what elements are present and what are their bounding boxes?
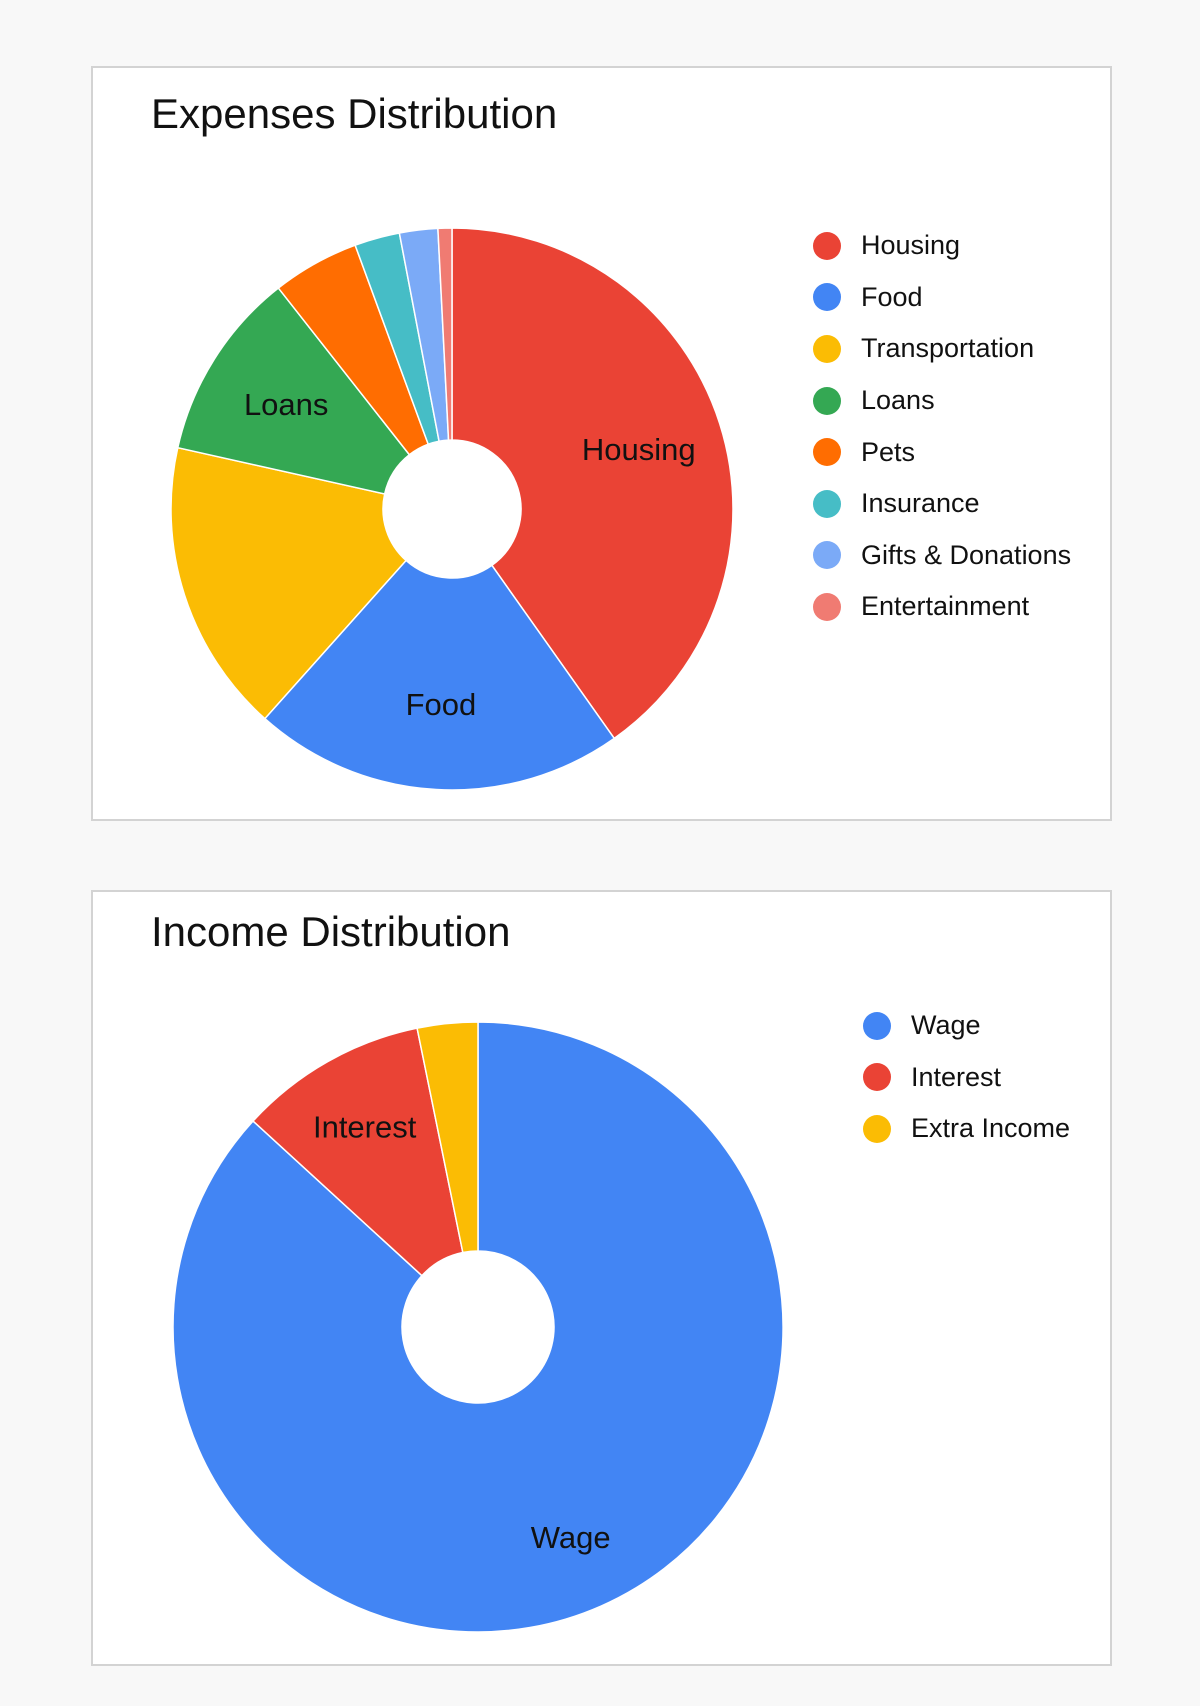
slice-label-interest: Interest: [313, 1109, 417, 1144]
chart-title: Expenses Distribution: [151, 90, 558, 137]
slice-label-wage: Wage: [531, 1520, 611, 1555]
slice-label-loans: Loans: [244, 387, 328, 422]
expenses-pie-chart: Housing Food Loans: [170, 227, 734, 791]
income-pie-chart: Wage Interest: [172, 1021, 784, 1633]
legend-label: Gifts & Donations: [861, 539, 1072, 570]
legend-swatch-icon: [863, 1011, 891, 1040]
legend-swatch-icon: [813, 283, 841, 312]
pie-slice-transportation[interactable]: [170, 446, 408, 720]
legend-swatch-icon: [813, 438, 841, 467]
legend-item-extra-income[interactable]: Extra Income: [863, 1103, 1070, 1155]
pie-slice-loans[interactable]: [176, 286, 411, 495]
legend-swatch-icon: [863, 1114, 891, 1143]
legend-swatch-icon: [813, 489, 841, 518]
legend-item-loans[interactable]: Loans: [813, 375, 1071, 427]
pie-slice-extra-income[interactable]: [416, 1021, 479, 1254]
pie-slice-wage[interactable]: [172, 1021, 784, 1633]
income-legend: Wage Interest Extra Income: [863, 1000, 1070, 1155]
legend-label: Entertainment: [861, 591, 1030, 622]
slice-label-housing: Housing: [582, 432, 696, 467]
legend-label: Transportation: [861, 333, 1035, 364]
legend-item-transportation[interactable]: Transportation: [813, 323, 1071, 375]
expenses-legend: Housing Food Transportation Loans Pets Insura…: [813, 220, 1071, 633]
legend-label: Housing: [861, 230, 961, 261]
legend-swatch-icon: [863, 1063, 891, 1092]
legend-item-insurance[interactable]: Insurance: [813, 478, 1071, 530]
expenses-chart-card: Expenses Distribution Housing Food Loans H…: [91, 66, 1112, 821]
legend-item-gifts-donations[interactable]: Gifts & Donations: [813, 530, 1071, 582]
legend-swatch-icon: [813, 231, 841, 260]
legend-label: Insurance: [861, 488, 980, 519]
legend-item-entertainment[interactable]: Entertainment: [813, 581, 1071, 633]
chart-title: Income Distribution: [151, 908, 511, 955]
legend-swatch-icon: [813, 334, 841, 363]
legend-label: Extra Income: [911, 1113, 1071, 1144]
pie-slice-interest[interactable]: [251, 1027, 464, 1277]
pie-slice-housing[interactable]: [451, 227, 734, 740]
slice-label-food: Food: [406, 687, 477, 722]
legend-label: Loans: [861, 385, 935, 416]
legend-swatch-icon: [813, 592, 841, 621]
pie-slice-food[interactable]: [263, 559, 616, 791]
pie-slice-entertainment[interactable]: [437, 227, 453, 441]
legend-label: Wage: [911, 1010, 981, 1041]
legend-label: Interest: [911, 1061, 1002, 1092]
income-chart-card: Income Distribution Wage Interest Wage Int…: [91, 890, 1112, 1666]
legend-item-interest[interactable]: Interest: [863, 1052, 1070, 1104]
legend-label: Food: [861, 281, 923, 312]
legend-item-housing[interactable]: Housing: [813, 220, 1071, 272]
legend-item-pets[interactable]: Pets: [813, 426, 1071, 478]
legend-item-food[interactable]: Food: [813, 272, 1071, 324]
legend-swatch-icon: [813, 541, 841, 570]
legend-label: Pets: [861, 436, 916, 467]
legend-item-wage[interactable]: Wage: [863, 1000, 1070, 1052]
legend-swatch-icon: [813, 386, 841, 415]
